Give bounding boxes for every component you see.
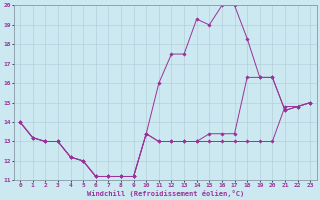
X-axis label: Windchill (Refroidissement éolien,°C): Windchill (Refroidissement éolien,°C) <box>86 190 244 197</box>
